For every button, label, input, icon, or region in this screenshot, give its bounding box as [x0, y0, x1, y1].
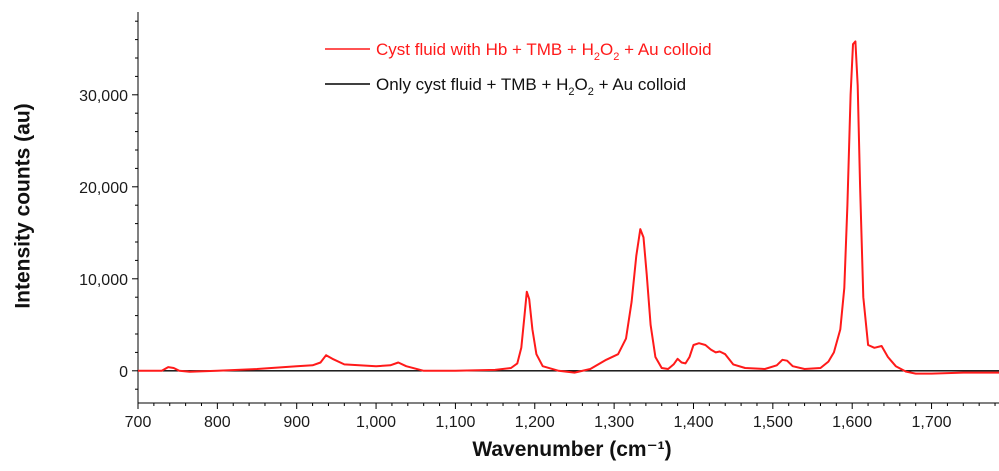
series-layer: [138, 40, 999, 375]
legend-black-post: + Au colloid: [594, 75, 686, 94]
legend-red-sub2: 2: [613, 51, 619, 63]
x-tick-label: 800: [204, 414, 231, 431]
legend-red-sub1: 2: [594, 51, 600, 63]
x-tick-label: 700: [125, 414, 152, 431]
legend-red-mid: O: [600, 40, 613, 59]
y-axis-title: Intensity counts (au): [12, 103, 35, 308]
x-tick-label: 1,100: [435, 414, 475, 431]
x-ticks: 700 800 900 1,000 1,100 1,200 1,300 1,400 1,500 1…: [125, 403, 996, 431]
x-axis-title: Wavenumber (cm⁻¹): [472, 438, 671, 461]
x-tick-label: 1,000: [356, 414, 396, 431]
x-tick-label: 1,200: [515, 414, 555, 431]
series-line-hb: [138, 40, 999, 375]
y-tick-label: 30,000: [79, 88, 128, 105]
legend-black-sub2: 2: [588, 86, 594, 98]
legend-label-black: Only cyst fluid + TMB + H2O2 + Au colloi…: [376, 75, 686, 98]
x-tick-label: 1,300: [594, 414, 634, 431]
legend-red-post: + Au colloid: [619, 40, 711, 59]
legend-black-mid: O: [575, 75, 588, 94]
legend-black-pre: Only cyst fluid + TMB + H: [376, 75, 568, 94]
y-tick-label: 10,000: [79, 272, 128, 289]
y-ticks: 0 10,000 20,000 30,000: [79, 20, 138, 390]
x-tick-label: 1,700: [912, 414, 952, 431]
legend: Cyst fluid with Hb + TMB + H2O2 + Au col…: [325, 40, 712, 98]
legend-black-sub1: 2: [568, 86, 574, 98]
y-tick-label: 20,000: [79, 180, 128, 197]
legend-label-red: Cyst fluid with Hb + TMB + H2O2 + Au col…: [376, 40, 712, 63]
x-tick-label: 900: [283, 414, 310, 431]
y-tick-label: 0: [119, 364, 128, 381]
x-tick-label: 1,600: [832, 414, 872, 431]
legend-red-pre: Cyst fluid with Hb + TMB + H: [376, 40, 594, 59]
x-tick-label: 1,400: [673, 414, 713, 431]
x-tick-label: 1,500: [753, 414, 793, 431]
axes: [137, 12, 999, 404]
